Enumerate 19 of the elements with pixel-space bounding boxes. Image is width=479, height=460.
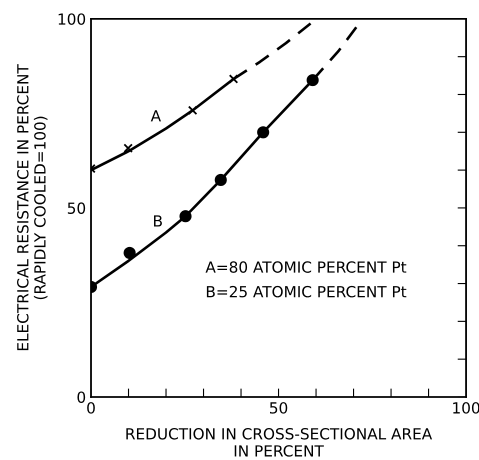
point bbox=[257, 126, 270, 138]
x-axis-title: REDUCTION IN CROSS-SECTIONAL AREA IN PERCENT bbox=[126, 428, 432, 457]
annotation: A=80 ATOMIC PERCENT Pt bbox=[206, 261, 406, 273]
annotation: B bbox=[154, 215, 162, 227]
annotation: B=25 ATOMIC PERCENT Pt bbox=[206, 286, 406, 298]
y-tick-label: 100 bbox=[58, 13, 86, 25]
point bbox=[214, 174, 227, 186]
point bbox=[188, 106, 198, 116]
y-tick-label: 0 bbox=[77, 391, 86, 403]
point bbox=[228, 74, 238, 84]
x-tick-label: 50 bbox=[270, 402, 288, 414]
annotation: A bbox=[150, 110, 161, 122]
x-tick-label: 0 bbox=[87, 402, 95, 414]
point bbox=[306, 74, 319, 86]
y-axis-title: ELECTRICAL RESISTANCE IN PERCENT (RAPIDLY COOLED=100) bbox=[17, 64, 48, 350]
point bbox=[124, 246, 136, 259]
point bbox=[123, 143, 133, 153]
y-tick-label: 50 bbox=[68, 202, 86, 214]
point bbox=[179, 210, 192, 222]
